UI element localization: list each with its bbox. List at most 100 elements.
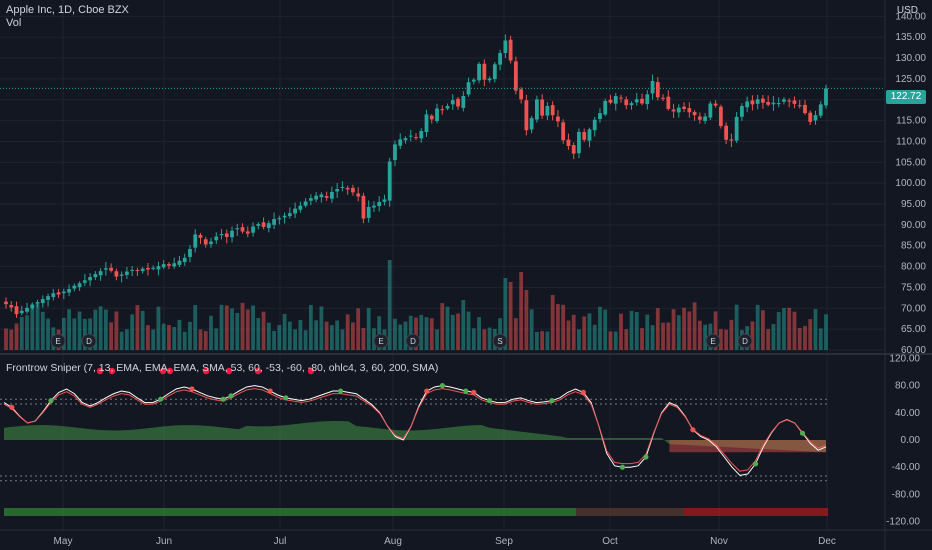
- candle-body: [351, 187, 355, 193]
- volume-bar: [655, 308, 660, 350]
- candle-body: [440, 109, 445, 111]
- osc-cross-dot: [549, 397, 555, 404]
- candle-body: [740, 106, 744, 117]
- candle-body: [577, 131, 581, 154]
- event-marker[interactable]: E: [50, 333, 66, 349]
- signal-dot: [307, 367, 315, 375]
- candle-body: [335, 189, 340, 192]
- volume-bar: [729, 319, 734, 350]
- volume-bar: [366, 308, 371, 350]
- candle-body: [687, 108, 692, 113]
- candle-body: [482, 63, 487, 80]
- candle-body: [492, 64, 497, 80]
- volume-bar: [577, 329, 581, 350]
- volume-bar: [619, 313, 623, 350]
- candle-body: [25, 307, 29, 312]
- candle-body: [77, 283, 82, 288]
- candle-body: [146, 268, 150, 270]
- price-tick-label: 75.00: [901, 282, 926, 293]
- candle-body: [240, 227, 245, 232]
- volume-bar: [308, 304, 313, 350]
- volume-bar: [724, 329, 729, 350]
- volume-bar: [161, 323, 166, 350]
- candle-body: [377, 201, 382, 207]
- event-marker[interactable]: D: [81, 333, 97, 349]
- event-marker[interactable]: D: [405, 333, 421, 349]
- candle-body: [824, 88, 828, 106]
- volume-bar: [125, 329, 129, 350]
- time-tick-label: Jun: [156, 536, 172, 547]
- candle-body: [340, 186, 345, 188]
- candle-body: [319, 194, 324, 198]
- volume-bar: [261, 311, 266, 350]
- candle-body: [56, 292, 61, 295]
- event-marker[interactable]: E: [373, 333, 389, 349]
- volume-bar: [172, 327, 177, 350]
- osc-cross-dot: [463, 388, 469, 394]
- candle-body: [151, 267, 156, 269]
- candle-body: [703, 116, 707, 121]
- volume-bar: [529, 309, 534, 350]
- candle-body: [697, 116, 702, 120]
- osc-cross-dot: [471, 389, 477, 395]
- volume-bar: [424, 317, 429, 350]
- volume-label[interactable]: Vol: [6, 17, 22, 29]
- signal-dot: [166, 367, 174, 375]
- symbol-title[interactable]: Apple Inc, 1D, Cboe BZX: [6, 4, 129, 16]
- volume-bar: [130, 314, 135, 350]
- osc-tick-label: 40.00: [895, 408, 920, 419]
- volume-bar: [445, 306, 450, 350]
- volume-bar: [797, 327, 802, 350]
- currency-label[interactable]: USD: [896, 5, 918, 16]
- candle-body: [272, 219, 276, 225]
- candle-body: [372, 205, 376, 208]
- price-tick-label: 85.00: [901, 241, 926, 252]
- candle-body: [245, 231, 250, 234]
- osc-cross-dot: [424, 388, 430, 394]
- candle-body: [161, 264, 166, 268]
- candle-body: [755, 99, 760, 104]
- price-tick-label: 110.00: [896, 136, 926, 147]
- volume-bar: [256, 317, 261, 350]
- volume-bar: [272, 330, 276, 350]
- volume-bar: [592, 324, 597, 350]
- volume-bar: [209, 315, 213, 350]
- indicator-title[interactable]: Frontrow Sniper (7, 13, EMA, EMA, EMA, S…: [6, 362, 439, 374]
- candle-body: [419, 131, 424, 139]
- event-marker[interactable]: S: [492, 333, 508, 349]
- candle-body: [387, 161, 392, 201]
- volume-bar: [40, 311, 45, 350]
- candle-body: [582, 132, 587, 140]
- volume-bar: [319, 306, 324, 350]
- volume-bar: [792, 311, 797, 350]
- candle-body: [314, 195, 319, 200]
- candle-body: [782, 99, 786, 102]
- volume-bar: [482, 329, 487, 350]
- candle-body: [235, 228, 240, 230]
- event-marker[interactable]: D: [737, 333, 753, 349]
- osc-cross-dot: [283, 395, 289, 401]
- price-tick-label: 105.00: [895, 157, 926, 168]
- event-marker[interactable]: E: [705, 333, 721, 349]
- time-tick-label: Aug: [384, 536, 402, 547]
- candle-body: [771, 102, 776, 105]
- volume-bar: [697, 320, 702, 350]
- volume-bar: [156, 306, 161, 350]
- volume-bar: [808, 319, 813, 350]
- osc-cross-dot: [189, 386, 195, 392]
- event-marker-label: S: [497, 337, 502, 346]
- event-marker-label: E: [55, 337, 60, 346]
- candle-body: [803, 104, 807, 114]
- volume-bar: [214, 328, 219, 350]
- candle-body: [125, 271, 129, 275]
- volume-bar: [30, 303, 35, 350]
- signal-dot: [202, 367, 210, 375]
- volume-bar: [640, 328, 644, 350]
- time-tick-label: Nov: [710, 536, 728, 547]
- volume-bar: [535, 331, 539, 350]
- candle-body: [713, 103, 718, 106]
- candle-body: [230, 230, 234, 238]
- osc-cross-dot: [48, 397, 54, 404]
- event-marker-circle: [405, 333, 421, 349]
